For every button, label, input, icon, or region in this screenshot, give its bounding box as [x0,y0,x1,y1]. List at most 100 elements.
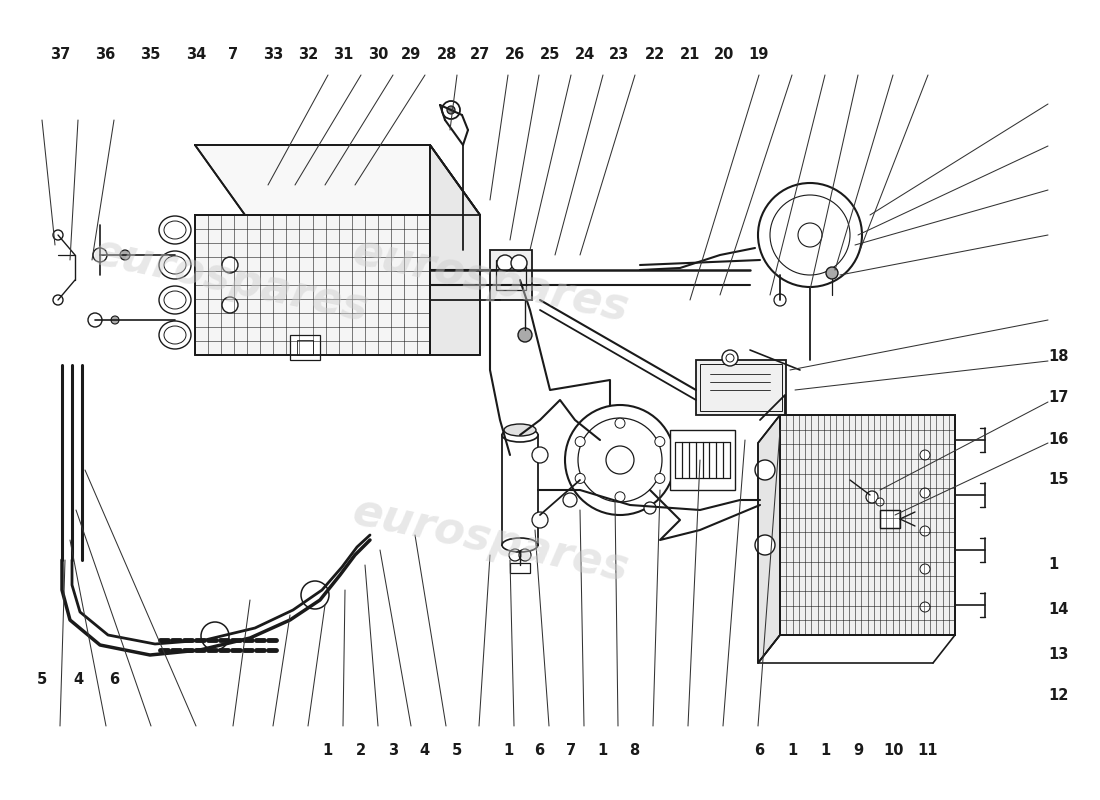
Text: 37: 37 [51,47,70,62]
Ellipse shape [160,321,191,349]
Text: 17: 17 [1048,390,1069,405]
Text: 13: 13 [1048,647,1069,662]
Text: 6: 6 [754,743,764,758]
Circle shape [920,526,929,536]
Text: 1: 1 [786,743,798,758]
Text: 20: 20 [714,47,734,62]
Bar [496,260,526,290]
Circle shape [920,564,929,574]
Circle shape [755,460,775,480]
Text: 15: 15 [1048,473,1069,487]
Text: 5: 5 [36,673,47,687]
Circle shape [758,183,862,287]
Text: 5: 5 [451,743,462,758]
Text: 10: 10 [883,743,903,758]
Circle shape [615,418,625,428]
Text: 4: 4 [73,673,84,687]
Circle shape [722,350,738,366]
Text: 28: 28 [437,47,456,62]
Circle shape [575,437,585,446]
Text: 1: 1 [322,743,333,758]
Text: eurospares: eurospares [348,490,632,590]
Text: 12: 12 [1048,689,1069,703]
Ellipse shape [160,286,191,314]
Text: 19: 19 [749,47,769,62]
Text: 33: 33 [263,47,283,62]
Circle shape [447,106,455,114]
Circle shape [876,498,884,506]
Text: 9: 9 [852,743,864,758]
Circle shape [442,101,460,119]
Text: 30: 30 [368,47,388,62]
Polygon shape [195,145,480,215]
Circle shape [532,447,548,463]
Text: 27: 27 [470,47,490,62]
Circle shape [755,535,775,555]
Text: 1: 1 [820,743,830,758]
Polygon shape [430,145,480,355]
Text: 4: 4 [419,743,430,758]
Ellipse shape [502,538,538,552]
Circle shape [532,512,548,528]
Text: 8: 8 [629,743,640,758]
Bar [880,510,900,528]
Bar [490,250,532,300]
Text: 35: 35 [141,47,161,62]
Text: 22: 22 [645,47,664,62]
Text: 3: 3 [387,743,398,758]
Polygon shape [780,415,955,635]
Text: 34: 34 [186,47,206,62]
Circle shape [826,267,838,279]
Circle shape [920,488,929,498]
Text: 6: 6 [109,673,120,687]
Text: 36: 36 [96,47,115,62]
Text: 1: 1 [503,743,514,758]
Ellipse shape [502,428,538,442]
Circle shape [644,502,656,514]
Circle shape [565,405,675,515]
Circle shape [120,250,130,260]
Text: 14: 14 [1048,602,1069,617]
Text: 32: 32 [298,47,318,62]
Text: 2: 2 [355,743,366,758]
Bar [696,360,786,415]
Bar [780,415,955,635]
Text: eurospares: eurospares [348,230,632,330]
Polygon shape [758,415,780,663]
Text: 1: 1 [597,743,608,758]
Bar [700,364,782,411]
Ellipse shape [504,424,536,436]
Circle shape [654,437,664,446]
Bar [297,340,313,355]
Text: 31: 31 [333,47,353,62]
Circle shape [497,255,513,271]
Bar [670,430,735,490]
Bar [290,335,320,360]
Text: 1: 1 [1048,558,1058,572]
Circle shape [615,492,625,502]
Circle shape [512,255,527,271]
Text: 7: 7 [565,743,576,758]
Circle shape [920,602,929,612]
Bar [510,563,530,573]
Circle shape [222,257,238,273]
Text: 25: 25 [540,47,560,62]
Circle shape [654,474,664,483]
Bar [502,435,538,545]
Circle shape [111,316,119,324]
Circle shape [53,295,63,305]
Text: 23: 23 [609,47,629,62]
Ellipse shape [160,216,191,244]
Text: 26: 26 [505,47,525,62]
Circle shape [866,491,878,503]
Circle shape [53,230,63,240]
Circle shape [518,328,532,342]
Text: 6: 6 [534,743,544,758]
Text: eurospares: eurospares [88,230,372,330]
Text: 21: 21 [680,47,700,62]
Circle shape [222,297,238,313]
Text: 11: 11 [917,743,937,758]
Text: 18: 18 [1048,350,1069,364]
Circle shape [563,493,578,507]
Text: 16: 16 [1048,432,1069,446]
